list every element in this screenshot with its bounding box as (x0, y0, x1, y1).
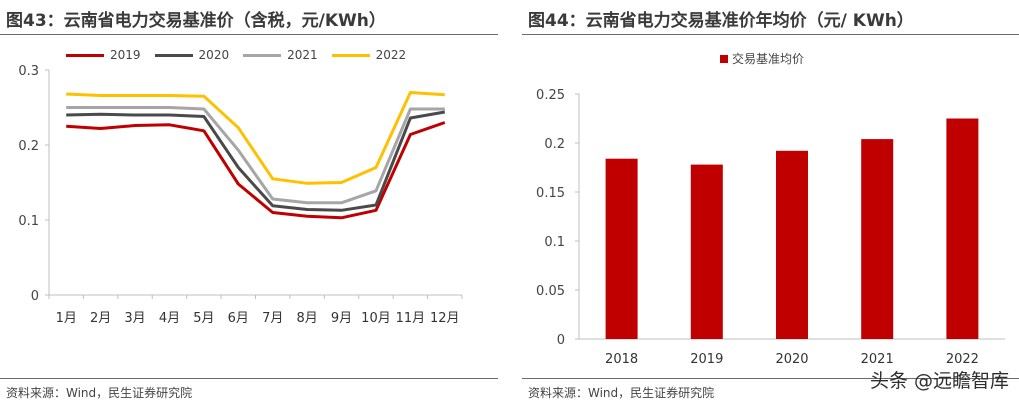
x-tick-label: 2018 (605, 352, 638, 367)
x-tick-label: 4月 (159, 311, 180, 326)
x-tick-label: 2020 (775, 352, 808, 367)
y-tick-label: 0 (31, 289, 39, 304)
bar-chart: 0 0.05 0.1 0.15 0.2 0.25 2018 2019 2020 2021 2022 (536, 88, 1005, 367)
legend-swatch (243, 53, 282, 57)
legend-item: 交易基准均价 (720, 50, 804, 67)
legend-swatch (154, 53, 193, 57)
legend-swatch (331, 53, 370, 57)
x-tick-label: 12月 (430, 311, 460, 326)
y-tick-label: 0 (557, 333, 565, 348)
bar-2022 (946, 118, 979, 339)
legend-label: 交易基准均价 (732, 52, 805, 66)
figure-43-source: 资料来源：Wind，民生证券研究院 (6, 386, 193, 400)
y-tick-label: 0.05 (536, 284, 565, 299)
figure-44-panel: 图44：云南省电力交易基准价年均价（元/ KWh） 交易基准均价 0 0.05 0.… (522, 0, 1019, 404)
x-tick-label: 11月 (396, 311, 426, 326)
x-tick-label: 2019 (690, 352, 723, 367)
x-tick-label: 5月 (193, 311, 214, 326)
watermark-text: 头条 @远瞻智库 (869, 370, 1009, 392)
line-chart-legend: 2019 2020 2021 2022 (66, 48, 420, 62)
y-tick-label: 0.3 (18, 64, 39, 79)
series-line-2022 (66, 91, 445, 185)
y-tick-label: 0.2 (18, 139, 39, 154)
figure-44-source: 资料来源：Wind，民生证券研究院 (528, 386, 715, 400)
bar-2021 (861, 139, 894, 339)
legend-item-2021: 2021 (243, 48, 318, 62)
legend-label: 2021 (287, 48, 318, 62)
y-tick-label: 0.1 (18, 214, 39, 229)
x-tick-label: 2021 (861, 352, 894, 367)
bar-chart-legend: 交易基准均价 (720, 50, 818, 67)
x-tick-label: 1月 (56, 311, 77, 326)
title-rule (522, 34, 1019, 35)
legend-item-2020: 2020 (154, 48, 230, 62)
figure-43-panel: 图43：云南省电力交易基准价（含税，元/KWh） 2019 2020 2021 202… (0, 0, 498, 404)
series-line-2020 (66, 110, 446, 212)
series-line-2019 (66, 121, 446, 220)
legend-item-2022: 2022 (331, 48, 407, 62)
bar-2020 (776, 150, 808, 339)
x-tick-label: 9月 (331, 311, 352, 326)
bar-2019 (690, 164, 723, 339)
y-tick-label: 0.2 (544, 137, 565, 152)
x-tick-label: 10月 (361, 311, 391, 326)
x-tick-label: 7月 (262, 311, 283, 326)
line-chart: 0 0.1 0.2 0.3 1月 2月 3月 4月 5月 6月 7月 8月 9月 10月 11月 12月 (18, 64, 463, 326)
x-tick-label: 8月 (296, 311, 317, 326)
legend-label: 2022 (375, 48, 407, 62)
legend-label: 2020 (198, 48, 230, 62)
legend-swatch (720, 54, 728, 63)
title-rule (0, 34, 498, 35)
x-tick-label: 3月 (124, 311, 145, 326)
figure-44-title: 图44：云南省电力交易基准价年均价（元/ KWh） (528, 11, 914, 31)
legend-item-2019: 2019 (66, 48, 141, 62)
source-rule (522, 378, 1019, 379)
legend-swatch (66, 53, 104, 57)
x-tick-label: 2月 (90, 311, 111, 326)
y-tick-label: 0.1 (544, 235, 565, 250)
legend-label: 2019 (110, 48, 141, 62)
series-line-2021 (66, 106, 445, 205)
figure-43-title: 图43：云南省电力交易基准价（含税，元/KWh） (6, 11, 386, 31)
x-tick-label: 6月 (228, 311, 249, 326)
source-rule (0, 378, 498, 379)
y-tick-label: 0.25 (536, 88, 565, 103)
bar-2018 (605, 158, 638, 339)
x-tick-label: 2022 (946, 352, 979, 367)
y-tick-label: 0.15 (536, 186, 565, 201)
